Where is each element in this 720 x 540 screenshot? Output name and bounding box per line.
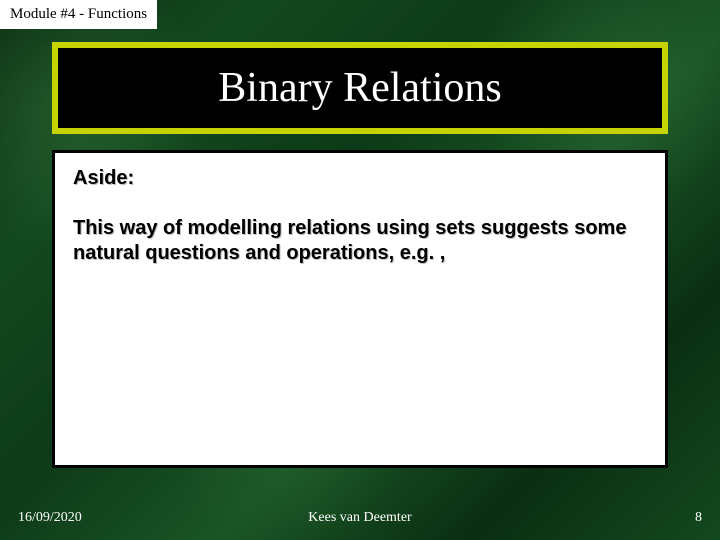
module-header: Module #4 - Functions xyxy=(0,0,157,29)
slide-container: Module #4 - Functions Binary Relations A… xyxy=(0,0,720,540)
footer-page-number: 8 xyxy=(695,510,702,526)
title-box: Binary Relations xyxy=(52,42,668,134)
aside-label: Aside: xyxy=(73,167,647,190)
slide-title: Binary Relations xyxy=(218,64,501,112)
footer-author: Kees van Deemter xyxy=(0,510,720,526)
body-paragraph: This way of modelling relations using se… xyxy=(73,216,647,266)
body-box: Aside: This way of modelling relations u… xyxy=(52,150,668,468)
module-label: Module #4 - Functions xyxy=(10,6,147,22)
